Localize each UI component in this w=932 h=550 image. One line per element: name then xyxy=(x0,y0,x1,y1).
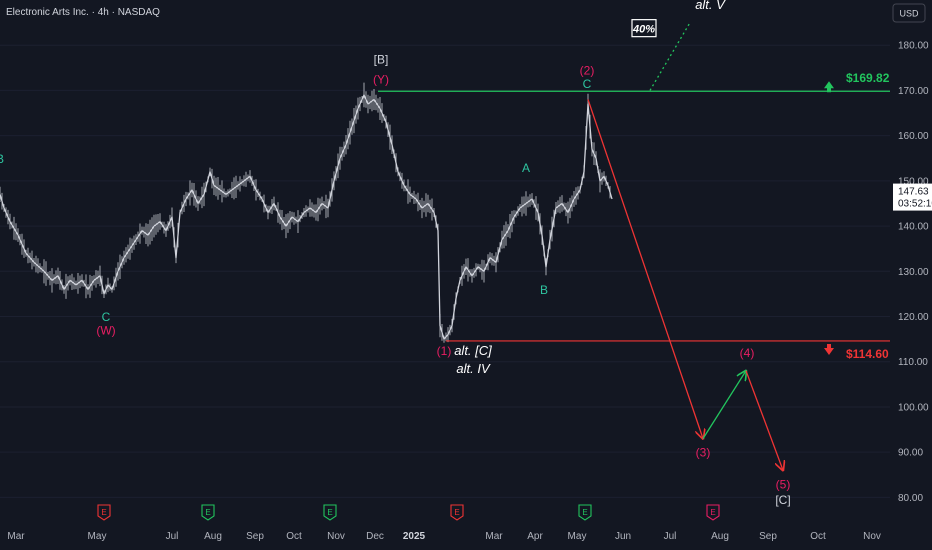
earnings-marker[interactable]: E xyxy=(97,504,111,521)
earnings-marker[interactable]: E xyxy=(323,504,337,521)
x-tick-label: Nov xyxy=(327,531,345,542)
x-tick-label: Nov xyxy=(863,531,881,542)
x-tick-label: Aug xyxy=(204,531,222,542)
probability-box xyxy=(631,19,657,38)
wave-label: B xyxy=(540,283,548,297)
wave-label: (4) xyxy=(740,346,755,360)
earnings-marker-label: E xyxy=(327,508,332,517)
wave-label: [B] xyxy=(374,52,389,66)
price-line xyxy=(0,94,613,340)
earnings-marker-label: E xyxy=(205,508,210,517)
current-price-label: 147.63 xyxy=(898,187,929,198)
x-axis[interactable]: Mar May Jul Aug Sep Oct Nov Dec 2025 Mar Apr May Jun… xyxy=(7,531,881,542)
x-tick-label: Jul xyxy=(664,531,677,542)
y-tick-label: 120.00 xyxy=(898,312,929,323)
projection-layer: 40% xyxy=(587,19,783,471)
x-tick-label: Oct xyxy=(286,531,302,542)
earnings-marker-label: E xyxy=(582,508,587,517)
probability-label: 40% xyxy=(632,24,655,36)
x-tick-label: Mar xyxy=(7,531,25,542)
wave-label: (5) xyxy=(776,477,791,491)
y-tick-label: 130.00 xyxy=(898,267,929,278)
current-price-tag xyxy=(893,183,932,211)
chart-title: Electronic Arts Inc. · 4h · NASDAQ xyxy=(6,7,160,18)
y-tick-label: 100.00 xyxy=(898,402,929,413)
y-tick-label: 180.00 xyxy=(898,41,929,52)
annotation-label: alt. V xyxy=(695,0,726,12)
price-levels-layer: $169.82 $114.60 xyxy=(378,71,890,361)
x-tick-label: Aug xyxy=(711,531,729,542)
wave-label: B xyxy=(0,152,4,166)
annotation-label: alt. [C] xyxy=(454,343,492,358)
y-tick-label: 150.00 xyxy=(898,176,929,187)
wave-label: C xyxy=(583,77,592,91)
y-tick-label: 90.00 xyxy=(898,448,923,459)
currency-button[interactable]: USD xyxy=(892,3,926,23)
wave-label: [C] xyxy=(775,493,790,507)
resistance-price-label: $169.82 xyxy=(846,71,890,85)
arrow-up-icon xyxy=(824,81,834,93)
price-plot xyxy=(0,44,890,498)
annotation-label: alt. IV xyxy=(456,361,491,376)
wave-label: C xyxy=(102,310,111,324)
wave-label: (2) xyxy=(580,64,595,78)
x-tick-label: Sep xyxy=(246,531,264,542)
earnings-marker-label: E xyxy=(101,508,106,517)
wave-label: A xyxy=(522,161,530,175)
y-tick-label: 160.00 xyxy=(898,131,929,142)
projection-leg xyxy=(587,99,703,438)
x-tick-label: May xyxy=(88,531,107,542)
support-price-label: $114.60 xyxy=(846,347,889,361)
x-tick-label: Sep xyxy=(759,531,777,542)
earnings-marker[interactable]: E xyxy=(201,504,215,521)
x-tick-label: May xyxy=(568,531,587,542)
wave-labels-layer: BC(W)[B](Y)(1)AB(2)C(3)(4)(5)[C]alt. [C]… xyxy=(0,0,791,507)
alt-projection-line xyxy=(649,22,691,91)
projection-leg xyxy=(745,370,783,470)
price-series-layer xyxy=(0,82,613,343)
wave-label: (3) xyxy=(696,446,711,460)
x-tick-label: 2025 xyxy=(403,531,426,542)
earnings-marker-label: E xyxy=(710,508,715,517)
x-tick-label: Oct xyxy=(810,531,826,542)
x-tick-label: Jul xyxy=(166,531,179,542)
earnings-marker-label: E xyxy=(454,508,459,517)
x-tick-label: Jun xyxy=(615,531,631,542)
countdown-label: 03:52:10 xyxy=(898,199,932,210)
arrow-down-icon xyxy=(824,343,834,355)
wave-label: (1) xyxy=(437,344,452,358)
y-tick-label: 170.00 xyxy=(898,86,929,97)
earnings-marker[interactable]: E xyxy=(706,504,720,521)
earnings-marker[interactable]: E xyxy=(450,504,464,521)
x-tick-label: Dec xyxy=(366,531,384,542)
x-tick-label: Apr xyxy=(527,531,543,542)
wave-label: (Y) xyxy=(373,73,389,87)
x-tick-label: Mar xyxy=(485,531,503,542)
y-tick-label: 140.00 xyxy=(898,222,929,233)
y-tick-label: 110.00 xyxy=(898,357,928,368)
wave-label: (W) xyxy=(96,324,115,338)
earnings-marker[interactable]: E xyxy=(578,504,592,521)
y-axis[interactable]: 80.00 90.00 100.00 110.00 120.00 130.00 140.00… xyxy=(893,41,932,504)
currency-button-label: USD xyxy=(899,9,919,19)
projection-leg xyxy=(702,371,746,439)
y-tick-label: 80.00 xyxy=(898,493,923,504)
